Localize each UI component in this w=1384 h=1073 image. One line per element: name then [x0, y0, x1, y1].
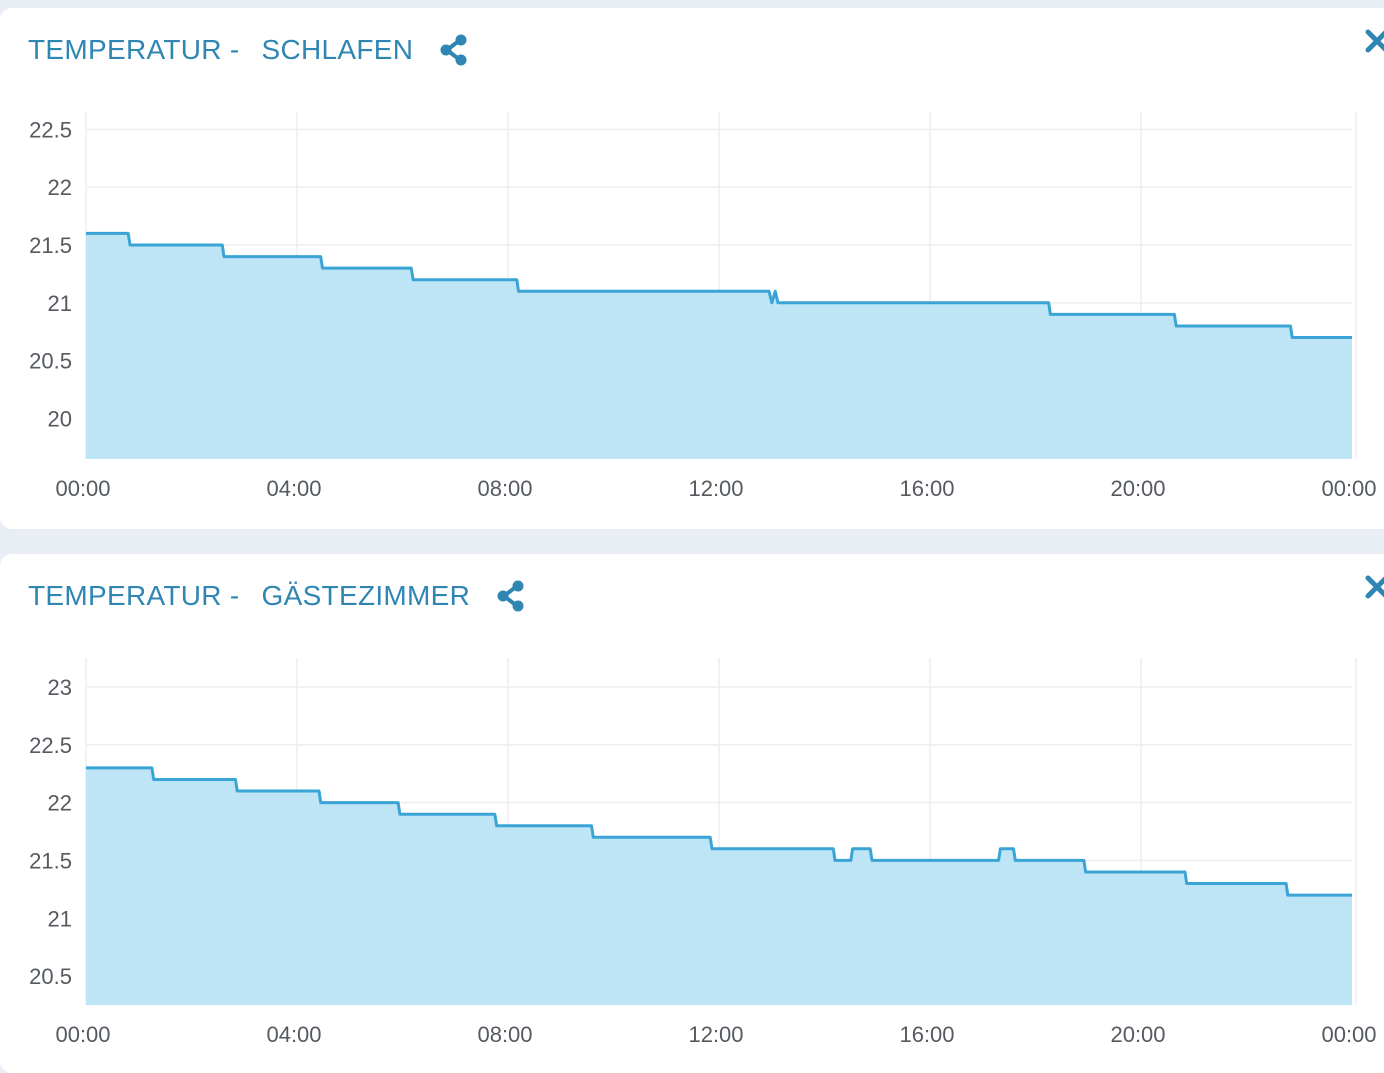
- y-tick-label: 22.5: [29, 733, 72, 758]
- series-area: [86, 233, 1352, 459]
- panel-header: TEMPERATUR - GÄSTEZIMMER: [28, 578, 526, 614]
- x-tick-label: 00:00: [1321, 476, 1376, 501]
- share-button[interactable]: [496, 579, 526, 613]
- close-icon: [1365, 29, 1384, 53]
- y-tick-label: 22: [48, 175, 72, 200]
- series-area: [86, 767, 1352, 1005]
- chart-panel-gaestezimmer: 20.5 21 21.5 22 22.5 23 00:00 04:00 08:00 12:00 16…: [0, 554, 1384, 1073]
- chart-panel-schlafen: 20 20.5 21 21.5 22 22.5 00:00 04:00 08:00 12:00 16…: [0, 8, 1384, 529]
- y-tick-label: 23: [48, 675, 72, 700]
- y-tick-label: 20.5: [29, 349, 72, 374]
- x-tick-label: 20:00: [1110, 1022, 1165, 1047]
- x-tick-label: 08:00: [477, 1022, 532, 1047]
- panel-title-prefix: TEMPERATUR -: [28, 34, 240, 65]
- y-tick-label: 21.5: [29, 233, 72, 258]
- panel-title-room: SCHLAFEN: [261, 34, 414, 65]
- y-tick-label: 20: [48, 407, 72, 432]
- x-tick-label: 08:00: [477, 476, 532, 501]
- x-tick-label: 16:00: [899, 476, 954, 501]
- x-tick-label: 20:00: [1110, 476, 1165, 501]
- share-icon: [440, 34, 467, 66]
- y-tick-label: 22.5: [29, 117, 72, 142]
- x-tick-label: 00:00: [55, 1022, 110, 1047]
- series-line: [86, 766, 1352, 897]
- x-tick-label: 12:00: [688, 476, 743, 501]
- y-tick-label: 21.5: [29, 848, 72, 873]
- panel-title-room: GÄSTEZIMMER: [261, 580, 471, 611]
- panel-title-prefix: TEMPERATUR -: [28, 580, 240, 611]
- share-button[interactable]: [439, 33, 469, 67]
- x-tick-label: 00:00: [55, 476, 110, 501]
- x-tick-label: 16:00: [899, 1022, 954, 1047]
- panel-header: TEMPERATUR - SCHLAFEN: [28, 32, 469, 68]
- share-icon: [497, 580, 524, 612]
- y-tick-label: 20.5: [29, 964, 72, 989]
- x-tick-label: 00:00: [1321, 1022, 1376, 1047]
- x-tick-label: 04:00: [266, 1022, 321, 1047]
- close-button[interactable]: [1364, 570, 1384, 604]
- x-tick-label: 12:00: [688, 1022, 743, 1047]
- y-tick-label: 21: [48, 906, 72, 931]
- x-tick-label: 04:00: [266, 476, 321, 501]
- y-tick-label: 22: [48, 791, 72, 816]
- temperature-chart-gaestezimmer: 20.5 21 21.5 22 22.5 23 00:00 04:00 08:00 12:00 16…: [29, 658, 1377, 1047]
- y-tick-label: 21: [48, 291, 72, 316]
- temperature-chart-schlafen: 20 20.5 21 21.5 22 22.5 00:00 04:00 08:00 12:00 16…: [29, 112, 1377, 501]
- series-line: [86, 231, 1352, 339]
- close-icon: [1365, 575, 1384, 599]
- close-button[interactable]: [1364, 24, 1384, 58]
